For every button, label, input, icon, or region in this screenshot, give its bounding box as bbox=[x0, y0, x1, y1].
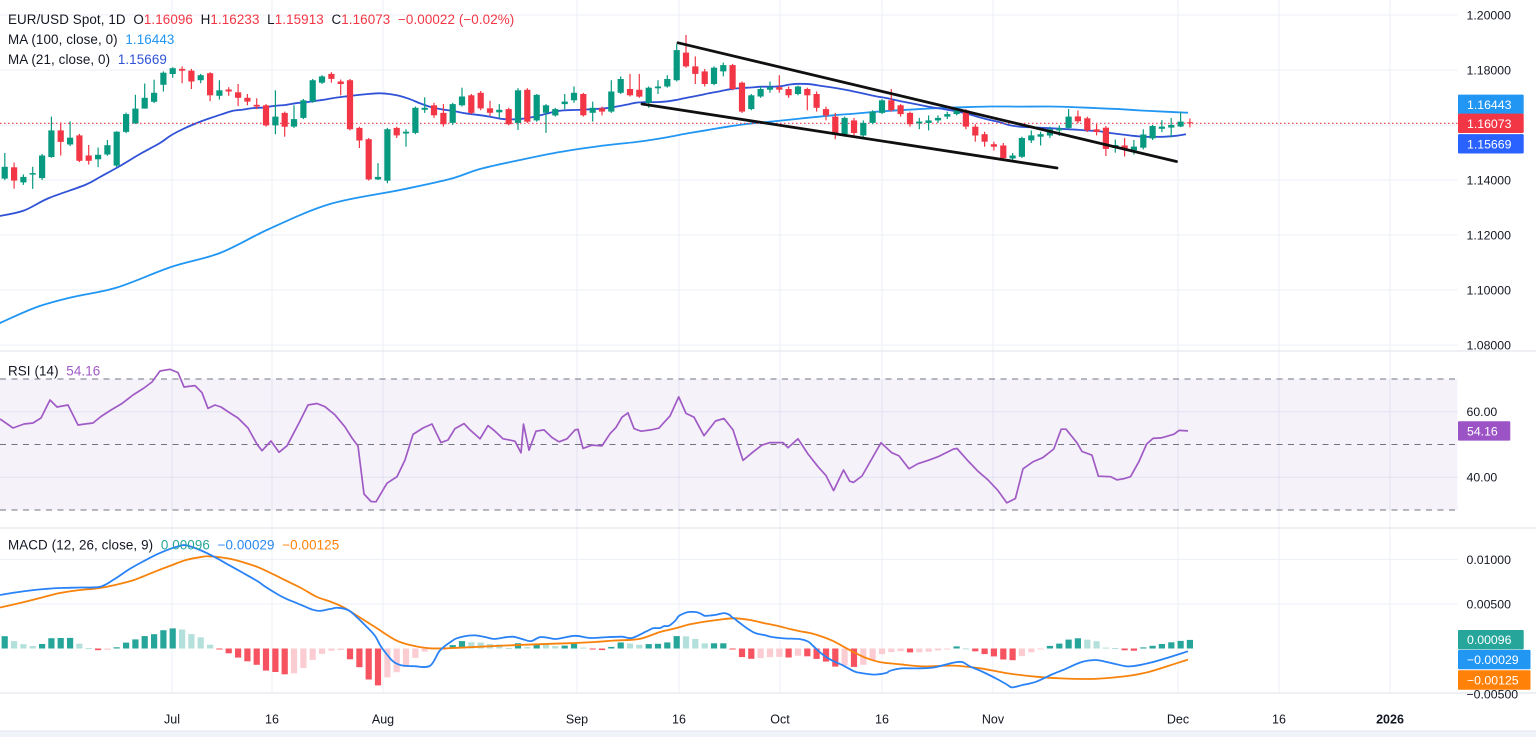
svg-text:−0.00500: −0.00500 bbox=[1467, 688, 1519, 702]
svg-text:2026: 2026 bbox=[1376, 713, 1404, 727]
svg-text:1.12000: 1.12000 bbox=[1467, 229, 1512, 243]
svg-text:1.16073: 1.16073 bbox=[1467, 117, 1512, 131]
svg-text:60.00: 60.00 bbox=[1467, 405, 1498, 419]
svg-text:Aug: Aug bbox=[372, 713, 394, 727]
svg-text:EUR/USD Spot, 1D O1.16096 H1: EUR/USD Spot, 1D O1.16096 H1.16233 L1.15… bbox=[8, 12, 514, 27]
svg-text:1.18000: 1.18000 bbox=[1467, 64, 1512, 78]
svg-text:1.20000: 1.20000 bbox=[1467, 9, 1512, 23]
svg-text:−0.00029: −0.00029 bbox=[1467, 653, 1519, 667]
svg-text:16: 16 bbox=[1272, 713, 1286, 727]
svg-text:16: 16 bbox=[875, 713, 889, 727]
svg-text:−0.00125: −0.00125 bbox=[1467, 674, 1519, 688]
svg-text:0.01000: 0.01000 bbox=[1467, 553, 1512, 567]
svg-text:16: 16 bbox=[672, 713, 686, 727]
svg-text:1.16443: 1.16443 bbox=[1467, 98, 1512, 112]
svg-text:1.15669: 1.15669 bbox=[1467, 137, 1512, 151]
svg-text:54.16: 54.16 bbox=[1467, 424, 1498, 438]
svg-text:RSI (14) 54.16: RSI (14) 54.16 bbox=[8, 364, 100, 379]
svg-text:16: 16 bbox=[265, 713, 279, 727]
svg-text:Dec: Dec bbox=[1167, 713, 1189, 727]
svg-text:Jul: Jul bbox=[164, 713, 180, 727]
svg-text:1.10000: 1.10000 bbox=[1467, 284, 1512, 298]
svg-text:1.14000: 1.14000 bbox=[1467, 174, 1512, 188]
svg-text:MACD (12, 26, close, 9) 0.000: MACD (12, 26, close, 9) 0.00096 −0.00029… bbox=[8, 538, 339, 553]
svg-text:Oct: Oct bbox=[770, 713, 790, 727]
svg-text:Nov: Nov bbox=[982, 713, 1005, 727]
svg-text:MA (21, close, 0) 1.15669: MA (21, close, 0) 1.15669 bbox=[8, 52, 167, 67]
svg-text:MA (100, close, 0) 1.16443: MA (100, close, 0) 1.16443 bbox=[8, 32, 174, 47]
svg-text:1.08000: 1.08000 bbox=[1467, 339, 1512, 353]
svg-text:Sep: Sep bbox=[566, 713, 588, 727]
svg-text:0.00500: 0.00500 bbox=[1467, 598, 1512, 612]
svg-text:40.00: 40.00 bbox=[1467, 471, 1498, 485]
svg-text:0.00096: 0.00096 bbox=[1467, 633, 1512, 647]
